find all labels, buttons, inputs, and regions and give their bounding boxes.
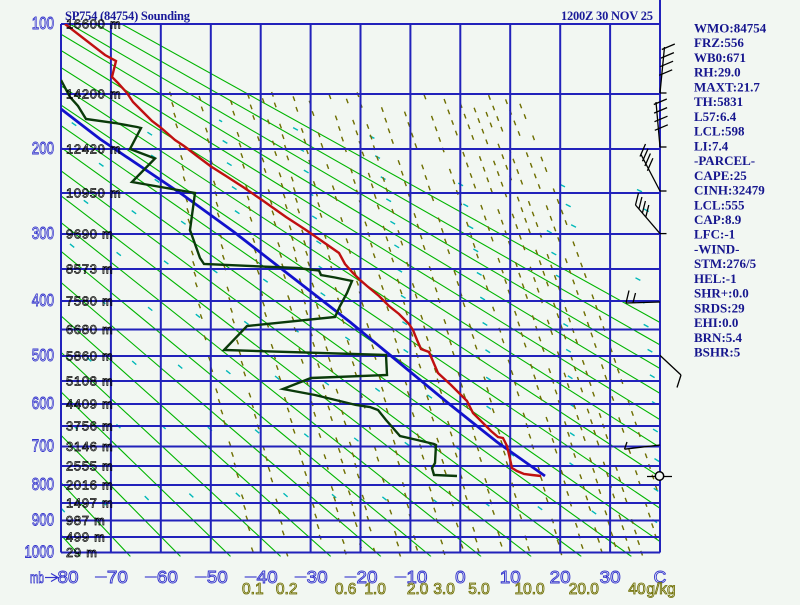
svg-text:1.0: 1.0 <box>364 581 386 598</box>
svg-text:30: 30 <box>600 567 621 587</box>
svg-text:29 m: 29 m <box>66 545 98 560</box>
svg-text:CINH:32479: CINH:32479 <box>694 183 765 198</box>
svg-text:20.0: 20.0 <box>569 581 600 598</box>
svg-text:3146 m: 3146 m <box>66 439 113 454</box>
svg-text:10: 10 <box>406 567 427 587</box>
svg-text:80: 80 <box>58 567 79 587</box>
svg-text:60: 60 <box>157 567 178 587</box>
svg-text:2.0: 2.0 <box>407 581 429 598</box>
svg-text:40: 40 <box>257 567 278 587</box>
svg-text:100: 100 <box>32 13 54 33</box>
svg-text:SHR+:0.0: SHR+:0.0 <box>694 286 749 301</box>
svg-text:10: 10 <box>500 567 521 587</box>
svg-text:STM:276/5: STM:276/5 <box>694 256 757 271</box>
svg-text:5108 m: 5108 m <box>66 374 113 389</box>
svg-text:0.6: 0.6 <box>335 581 357 598</box>
svg-text:200: 200 <box>32 138 54 158</box>
svg-text:EHI:0.0: EHI:0.0 <box>694 315 738 330</box>
svg-text:CAPE:25: CAPE:25 <box>694 168 747 183</box>
svg-text:BSHR:5: BSHR:5 <box>694 345 741 360</box>
svg-text:1000: 1000 <box>24 542 54 562</box>
svg-text:-PARCEL-: -PARCEL- <box>694 153 755 168</box>
svg-text:8573 m: 8573 m <box>66 262 113 277</box>
svg-text:1200Z 30 NOV 25: 1200Z 30 NOV 25 <box>561 9 653 23</box>
svg-text:500: 500 <box>32 345 54 365</box>
svg-text:9690 m: 9690 m <box>66 227 113 242</box>
svg-text:-WIND-: -WIND- <box>694 242 740 257</box>
svg-text:C: C <box>654 567 667 587</box>
svg-text:SRDS:29: SRDS:29 <box>694 300 745 315</box>
svg-text:2555 m: 2555 m <box>66 459 113 474</box>
svg-text:10950 m: 10950 m <box>66 186 121 201</box>
svg-text:14200 m: 14200 m <box>66 87 121 102</box>
svg-text:30: 30 <box>307 567 328 587</box>
svg-text:20: 20 <box>357 567 378 587</box>
svg-text:6680 m: 6680 m <box>66 322 113 337</box>
svg-text:LCL:555: LCL:555 <box>694 197 745 212</box>
svg-text:0: 0 <box>455 567 466 587</box>
svg-text:3.0: 3.0 <box>433 581 455 598</box>
svg-text:FRZ:556: FRZ:556 <box>694 35 744 50</box>
svg-text:400: 400 <box>32 290 54 310</box>
svg-text:1497 m: 1497 m <box>66 496 113 511</box>
svg-text:600: 600 <box>32 393 54 413</box>
svg-text:70: 70 <box>107 567 128 587</box>
svg-text:LCL:598: LCL:598 <box>694 124 745 139</box>
svg-text:WB0:671: WB0:671 <box>694 50 746 65</box>
svg-text:SP754 (84754) Sounding: SP754 (84754) Sounding <box>65 9 191 23</box>
svg-text:0.1: 0.1 <box>242 581 264 598</box>
svg-text:g/kg: g/kg <box>646 581 675 598</box>
svg-text:40: 40 <box>628 581 646 598</box>
svg-text:50: 50 <box>207 567 228 587</box>
svg-text:MAXT:21.7: MAXT:21.7 <box>694 79 760 94</box>
svg-text:10.0: 10.0 <box>515 581 546 598</box>
svg-text:987 m: 987 m <box>66 513 106 528</box>
svg-text:CAP:8.9: CAP:8.9 <box>694 212 742 227</box>
svg-text:300: 300 <box>32 223 54 243</box>
svg-text:2016 m: 2016 m <box>66 478 113 493</box>
svg-text:900: 900 <box>32 510 54 530</box>
svg-text:LFC:-1: LFC:-1 <box>694 227 735 242</box>
svg-text:800: 800 <box>32 474 54 494</box>
svg-text:5.0: 5.0 <box>468 581 490 598</box>
svg-text:7580 m: 7580 m <box>66 294 113 309</box>
svg-text:16600 m: 16600 m <box>66 17 121 32</box>
svg-text:WMO:84754: WMO:84754 <box>694 21 767 36</box>
svg-text:HEL:-1: HEL:-1 <box>694 271 737 286</box>
svg-text:TH:5831: TH:5831 <box>694 94 743 109</box>
svg-text:0.2: 0.2 <box>276 581 298 598</box>
svg-text:12420 m: 12420 m <box>66 142 121 157</box>
svg-text:RH:29.0: RH:29.0 <box>694 65 741 80</box>
svg-text:3756 m: 3756 m <box>66 419 113 434</box>
svg-text:5860 m: 5860 m <box>66 349 113 364</box>
svg-text:499 m: 499 m <box>66 530 106 545</box>
svg-text:BRN:5.4: BRN:5.4 <box>694 330 743 345</box>
svg-text:20: 20 <box>550 567 571 587</box>
svg-text:LI:7.4: LI:7.4 <box>694 138 729 153</box>
svg-text:mb: mb <box>30 570 44 587</box>
svg-text:700: 700 <box>32 436 54 456</box>
svg-text:4409 m: 4409 m <box>66 397 113 412</box>
svg-text:L57:6.4: L57:6.4 <box>694 109 737 124</box>
